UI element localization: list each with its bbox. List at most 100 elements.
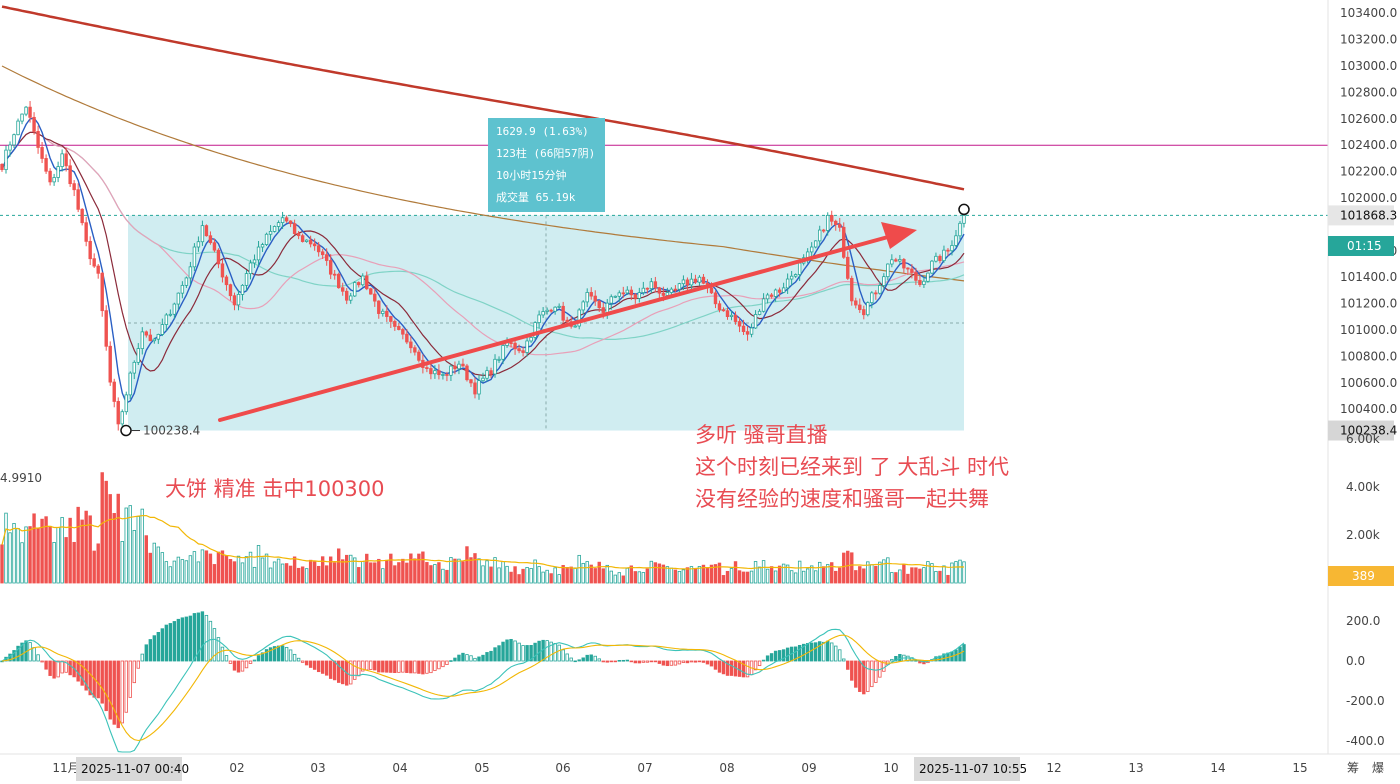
candle-body [112,381,116,402]
candle-body [336,273,341,289]
candle-body [148,334,153,342]
macd-histogram-bar [280,645,285,662]
volume-bar [76,506,80,584]
volume-bar [613,574,617,584]
volume-bar [902,563,906,584]
time-tick-label: 15 [1292,761,1307,775]
macd-histogram-bar [633,660,638,664]
candle-body [669,288,674,293]
candle-body [276,222,281,227]
candle-body [445,374,449,376]
volume-bar [389,553,393,584]
candle-body [36,131,40,148]
macd-histogram-bar [617,660,621,662]
macd-histogram-bar [417,660,421,674]
macd-histogram-bar [20,642,24,662]
candle-body [753,314,758,329]
candle-body [757,310,762,315]
candle-body [930,260,934,274]
macd-histogram-bar [292,653,297,662]
candle-body [481,377,485,382]
candle-body [12,134,16,146]
low-point-marker[interactable] [120,424,132,437]
candle-body [813,240,818,248]
macd-histogram-bar [613,660,617,663]
macd-tick-label: -200.0 [1346,694,1385,708]
macd-histogram-bar [204,614,209,662]
candle-body [477,380,481,395]
macd-histogram-bar [441,660,445,668]
corner-label-chips[interactable]: 筹 [1347,761,1359,775]
macd-histogram-bar [136,660,140,669]
macd-histogram-bar [605,660,609,663]
candle-body [521,350,525,353]
candle-body [493,358,497,375]
candle-body [950,245,954,252]
macd-histogram-bar [369,660,373,670]
annotation-right-line-2: 这个时刻已经来到 了 大乱斗 时代 [695,455,1009,479]
candle-body [501,345,505,360]
volume-bar [689,566,694,584]
candle-body [200,225,205,243]
volume-bar [553,567,557,584]
candle-body [56,166,60,178]
macd-histogram-bar [276,645,281,662]
candle-body [577,309,581,327]
volume-bar [882,559,886,584]
volume-bar [681,569,686,584]
macd-histogram-bar [741,660,746,678]
volume-bar [733,561,738,584]
candle-body [842,226,846,258]
volume-bar [705,567,710,584]
candle-body [4,149,8,171]
volume-bar [793,572,798,584]
volume-bar [397,562,401,584]
macd-histogram-bar [200,611,205,662]
candle-body [469,379,473,384]
volume-bar [100,472,104,584]
macd-histogram-bar [48,660,52,676]
volume-bar [950,562,954,584]
time-tick-label: 10 [883,761,898,775]
volume-tick-label: 2.00k [1346,528,1380,542]
candle-body [553,306,557,312]
volume-bar [48,525,52,584]
volume-bar [609,570,613,584]
volume-bar [617,572,621,584]
macd-histogram-bar [882,660,886,672]
corner-label-liquidation[interactable]: 爆 [1372,761,1384,775]
macd-histogram-bar [894,655,898,662]
candle-body [116,401,120,425]
time-axis[interactable]: 11月 02 03 04 05 06 07 08 09 10 12 13 14 15 [0,753,1400,775]
current-point-marker[interactable] [958,203,970,216]
macd-histogram-bar [385,660,389,673]
candle-body [80,208,84,224]
volume-bar [292,556,297,584]
volume-bar [809,565,814,584]
macd-histogram-bar [469,655,473,662]
volume-bar [826,564,830,584]
candle-body [228,284,233,297]
macd-histogram-bar [84,660,88,691]
macd-histogram-bar [377,660,381,673]
candle-body [601,307,605,313]
macd-histogram-bar [621,659,625,662]
candle-body [593,295,597,302]
macd-histogram-bar [914,659,918,662]
candle-body [633,294,638,299]
volume-bar [32,513,36,584]
volume-bar [417,553,421,584]
macd-histogram-bar [381,660,385,673]
macd-axis: 200.0 0.0 -200.0 -400.0 [1346,614,1385,748]
volume-bar [405,562,409,584]
price-axis[interactable]: 103400.0 103200.0 103000.0 102800.0 102600.0… [1327,0,1397,754]
trend-arrow[interactable] [218,222,917,422]
volume-bar [244,556,249,584]
candle-body [777,289,782,293]
macd-histogram-bar [365,660,369,671]
volume-bar [805,568,810,584]
candle-body [48,170,52,183]
volume-bar [377,558,381,584]
candle-body [381,310,385,314]
